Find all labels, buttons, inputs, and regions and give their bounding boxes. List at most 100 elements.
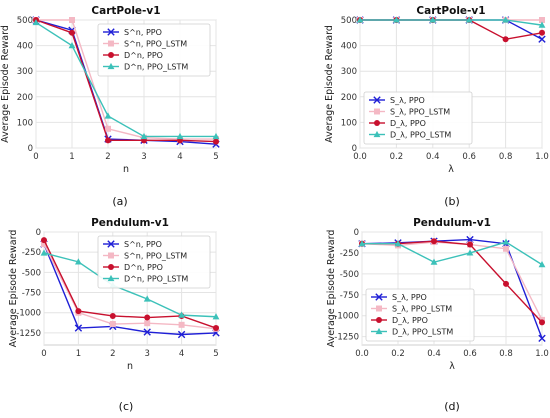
data-point: [75, 258, 82, 265]
data-point: [69, 17, 75, 23]
legend-marker: [376, 305, 382, 312]
x-tick-label: 4: [179, 349, 184, 359]
series-line: [35, 21, 216, 138]
data-point: [356, 16, 364, 23]
data-point: [32, 18, 40, 26]
panel-caption: (d): [444, 400, 460, 413]
x-tick-label: 0.6: [463, 349, 477, 359]
data-point: [178, 321, 185, 328]
x-tick-label: 0.6: [462, 152, 476, 162]
y-tick-label: 0: [28, 144, 33, 154]
legend: S_λ, PPO S_λ, PPO_LSTM D_λ, PPO D_λ, PPO_LS…: [365, 288, 475, 342]
x-tick-label: 0.0: [353, 152, 367, 162]
legend-marker: [108, 252, 114, 259]
legend-marker: [108, 52, 114, 58]
data-point: [538, 21, 546, 28]
series-line: [36, 19, 216, 140]
data-point: [176, 132, 184, 140]
x-tick-label: 0.0: [355, 349, 369, 359]
legend-marker: [108, 40, 114, 47]
chart-panel: 0 1 2 3 4 5 0 -250 -500 -750 -1000 -1250 Pendulum-v1…: [8, 217, 220, 413]
data-point: [503, 245, 509, 252]
data-point: [75, 308, 82, 315]
legend-marker: [374, 108, 380, 115]
data-point: [109, 312, 116, 319]
legend-label: S^n, PPO: [124, 240, 162, 249]
legend-label: D_λ, PPO: [390, 119, 426, 128]
y-tick-label: 100: [341, 118, 357, 128]
y-tick-label: 0: [354, 228, 359, 238]
legend: S^n, PPO S^n, PPO_LSTM D^n, PPO D^n, PPO_LS…: [97, 235, 211, 289]
y-axis-label: Average Episode Reward: [326, 230, 337, 348]
legend-label: S_λ, PPO_LSTM: [392, 305, 452, 314]
series-line: [43, 252, 217, 318]
series-line: [43, 243, 217, 330]
panel-caption: (c): [119, 400, 134, 413]
data-point: [502, 16, 509, 23]
y-tick-label: -500: [340, 270, 359, 280]
data-point: [538, 35, 546, 43]
data-point: [41, 237, 47, 244]
y-tick-label: 100: [17, 118, 33, 128]
data-point: [431, 238, 437, 245]
legend-label: S_λ, PPO: [392, 293, 427, 302]
y-axis-label: Average Episode Reward: [324, 25, 335, 143]
x-tick-label: 1.0: [535, 152, 549, 162]
legend-box: [363, 91, 473, 145]
legend-marker: [373, 96, 381, 104]
data-point: [539, 319, 545, 326]
x-tick-label: 0.4: [426, 152, 440, 162]
legend-marker: [107, 28, 115, 36]
y-tick-label: -250: [340, 249, 359, 259]
data-point: [538, 261, 546, 268]
data-point: [358, 240, 366, 247]
data-point: [41, 241, 47, 248]
y-tick-label: 500: [17, 16, 33, 26]
chart-panel: 0.0 0.2 0.4 0.6 0.8 1.0 0 100 200 300 400 500 CartPo…: [324, 5, 549, 208]
x-tick-label: 5: [213, 152, 218, 162]
y-tick-label: -1000: [16, 309, 41, 319]
x-axis-label: λ: [449, 361, 455, 372]
x-tick-label: 4: [177, 152, 182, 162]
y-tick-label: 0: [36, 228, 41, 238]
data-point: [502, 238, 510, 245]
data-point: [212, 313, 220, 320]
legend-label: D_λ, PPO_LSTM: [390, 131, 451, 140]
x-axis-label: λ: [448, 164, 454, 175]
series-line: [362, 241, 543, 266]
y-tick-label: 400: [17, 42, 33, 52]
data-point: [143, 328, 151, 336]
legend-marker: [374, 120, 380, 126]
legend-marker: [108, 264, 114, 270]
data-point: [105, 137, 111, 144]
x-tick-label: 5: [213, 349, 218, 359]
x-tick-label: 1: [76, 349, 81, 359]
x-tick-label: 1: [69, 152, 74, 162]
x-tick-label: 0.8: [499, 152, 513, 162]
y-tick-label: 200: [17, 93, 33, 103]
y-tick-label: 300: [17, 67, 33, 77]
data-point: [212, 132, 220, 140]
data-point: [466, 249, 474, 256]
x-tick-label: 0: [33, 152, 38, 162]
data-point: [538, 334, 546, 342]
data-point: [143, 295, 151, 302]
data-point: [74, 324, 83, 332]
data-point: [109, 321, 116, 328]
data-point: [40, 249, 48, 256]
x-tick-label: 2: [105, 152, 110, 162]
series-line: [360, 19, 543, 26]
legend-box: [97, 23, 211, 77]
y-axis-label: Average Episode Reward: [8, 230, 19, 348]
data-point: [144, 320, 151, 327]
legend: S^n, PPO S^n, PPO_LSTM D^n, PPO D^n, PPO_LS…: [97, 23, 211, 77]
data-point: [105, 125, 111, 132]
legend-label: S_λ, PPO: [390, 96, 425, 105]
chart-title: Pendulum-v1: [91, 217, 169, 229]
legend-label: D^n, PPO: [124, 51, 163, 60]
chart-title: CartPole-v1: [416, 5, 485, 17]
y-tick-label: -1250: [16, 329, 41, 339]
data-point: [213, 138, 219, 145]
y-tick-label: -1000: [334, 312, 359, 322]
